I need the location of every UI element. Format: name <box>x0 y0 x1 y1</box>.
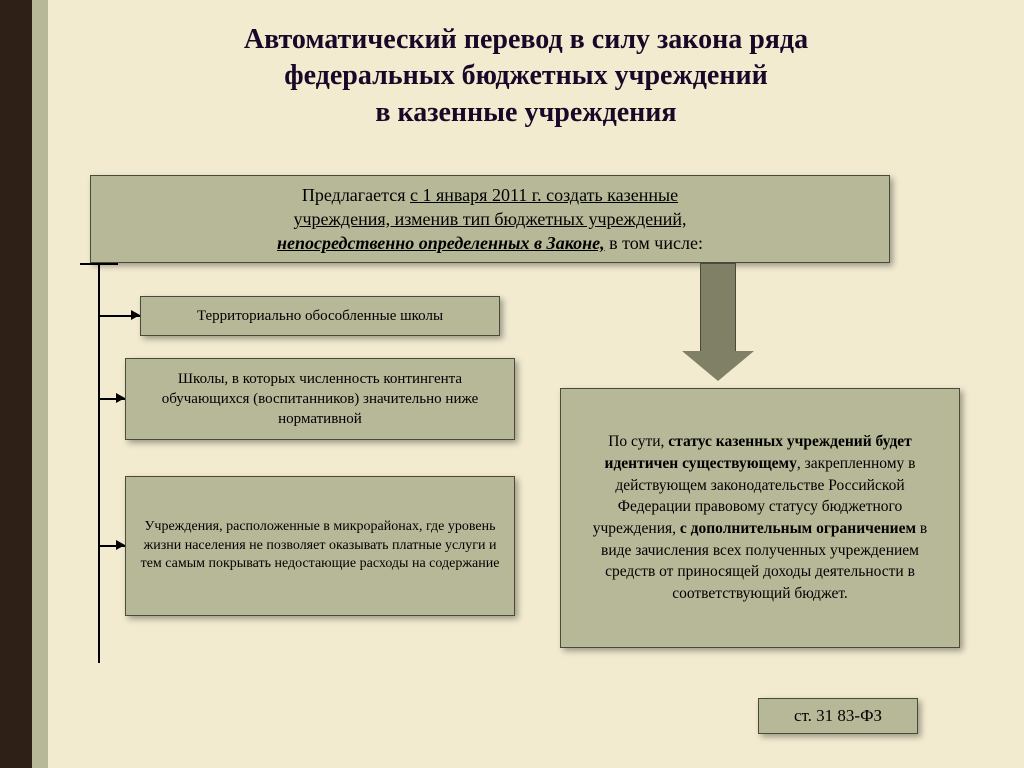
connector-arrow-3 <box>116 540 125 550</box>
title-line3: в казенные учреждения <box>375 97 676 128</box>
right-pre: По сути, <box>608 433 668 450</box>
law-reference-box: ст. 31 83-ФЗ <box>758 698 918 734</box>
big-arrow-stem <box>700 263 736 351</box>
left-accent-dark <box>0 0 32 768</box>
big-arrow-head <box>682 351 754 381</box>
title-line1: Автоматический перевод в силу закона ряд… <box>244 24 808 55</box>
timeline-top-cap <box>80 263 118 265</box>
title-line2: федеральных бюджетных учреждений <box>284 60 768 91</box>
connector-arrow-2 <box>116 393 125 403</box>
right-bold2: с дополнительным ограничением <box>680 520 916 537</box>
item-box-2: Школы, в которых численность контингента… <box>125 358 515 440</box>
right-explainer-box: По сути, статус казенных учреждений буде… <box>560 388 960 648</box>
law-reference-text: ст. 31 83-ФЗ <box>794 706 882 726</box>
intro-box: Предлагается с 1 января 2011 г. создать … <box>90 175 890 263</box>
item-box-3: Учреждения, расположенные в микрорайонах… <box>125 476 515 616</box>
connector-arrow-1 <box>131 310 140 320</box>
item-text-1: Территориально обособленные школы <box>197 308 443 325</box>
item-text-3: Учреждения, расположенные в микрорайонах… <box>140 518 500 575</box>
intro-bold-italic: непосредственно определенных в Законе, <box>277 233 605 253</box>
intro-suffix: в том числе: <box>605 233 703 253</box>
page-title: Автоматический перевод в силу закона ряд… <box>48 22 1004 131</box>
left-accent-light <box>32 0 48 768</box>
intro-underline2: учреждения, изменив тип бюджетных учрежд… <box>293 209 686 229</box>
timeline-vertical <box>98 263 100 663</box>
intro-underline1: с 1 января 2011 г. создать казенные <box>410 185 678 205</box>
item-text-2: Школы, в которых численность контингента… <box>140 369 500 430</box>
intro-prefix: Предлагается <box>302 185 410 205</box>
item-box-1: Территориально обособленные школы <box>140 296 500 336</box>
